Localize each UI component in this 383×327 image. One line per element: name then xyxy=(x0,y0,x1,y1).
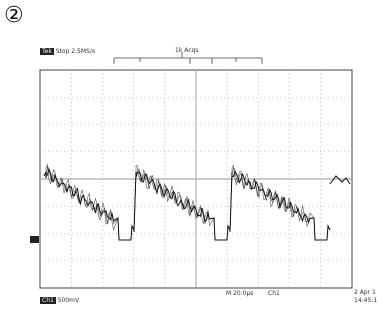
scope-header-left: Tek Stop 2.5MS/s xyxy=(40,48,95,55)
index-label: ② xyxy=(4,3,24,28)
volts-per-div: 500mV xyxy=(57,297,80,304)
scope-sample-rate: 2.5MS/s xyxy=(71,48,95,55)
capture-date: 2 Apr 1 xyxy=(354,289,376,296)
trigger-source: Ch1 xyxy=(268,290,280,297)
scope-brand-tag: Tek xyxy=(40,48,54,55)
trigger-bracket xyxy=(113,52,263,64)
scope-run-mode: Stop xyxy=(55,48,70,55)
capture-time: 14:45:1 xyxy=(354,297,378,304)
waveform-trace xyxy=(43,163,351,241)
ground-marker xyxy=(30,236,39,243)
time-per-div: M 20.0µs xyxy=(226,290,254,297)
scope-footer-channel: Ch1 500mV xyxy=(40,297,79,304)
graticule-grid xyxy=(40,70,352,288)
channel-tag: Ch1 xyxy=(40,297,56,304)
scope-acquisition-count: 1k Acqs xyxy=(175,47,199,54)
